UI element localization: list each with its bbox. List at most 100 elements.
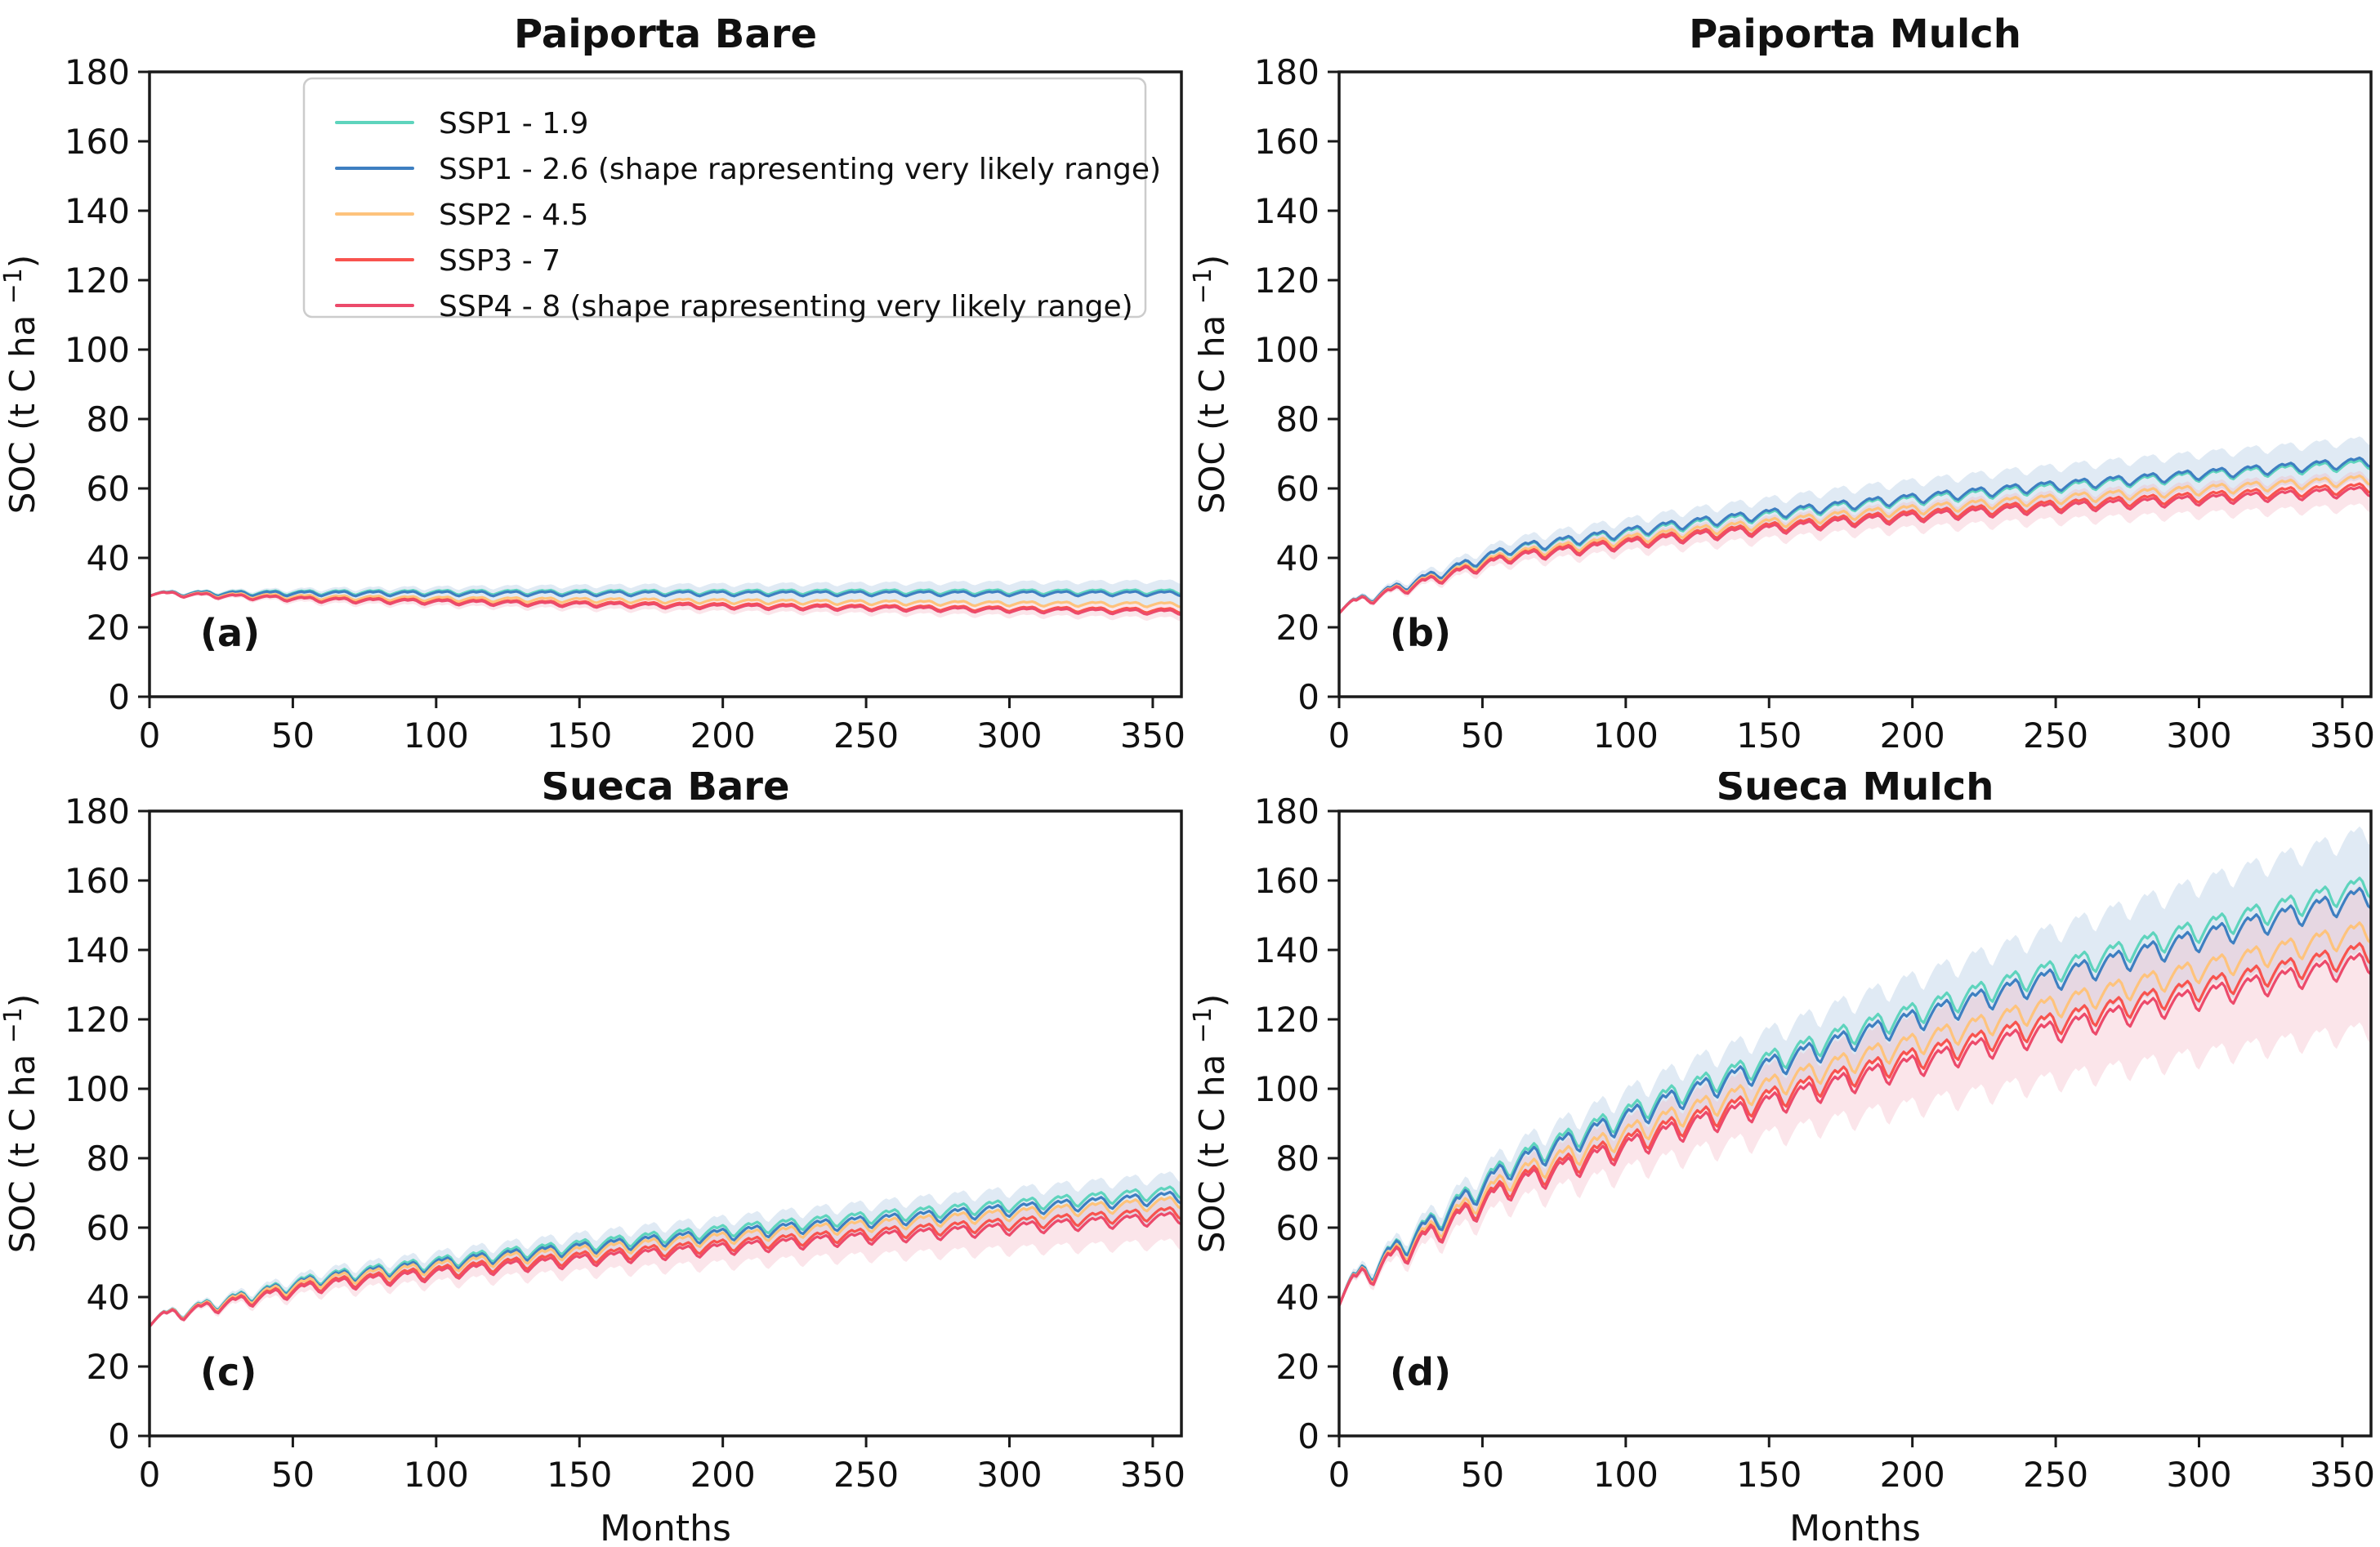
series-line-ssp3-7	[1339, 942, 2371, 1308]
y-tick-label: 120	[1254, 1000, 1319, 1040]
panel-title: Sueca Bare	[541, 772, 789, 809]
x-tick-label: 200	[690, 1455, 756, 1495]
series-line-ssp2-4.5	[1339, 921, 2371, 1308]
y-tick-label: 100	[1254, 330, 1319, 370]
y-tick-label: 80	[87, 399, 130, 439]
series-line-ssp2-4.5	[1339, 474, 2371, 615]
y-tick-label: 120	[65, 1000, 130, 1040]
x-tick-label: 300	[2166, 716, 2231, 756]
panel-sueca-mulch: Sueca Mulch 0 50 100 150 200 250 300 350 0 20 40 60 8…	[1189, 764, 2380, 1547]
x-tick-label: 50	[271, 716, 315, 756]
y-tick-label: 0	[108, 1416, 130, 1456]
y-axis-label: SOC (t C ha −1)	[0, 994, 42, 1254]
x-tick-label: 100	[1593, 716, 1659, 756]
y-tick-label: 40	[87, 1277, 130, 1317]
panel-title: Sueca Mulch	[1717, 772, 1994, 809]
y-tick-label: 120	[1254, 261, 1319, 301]
panel-letter-label: (a)	[200, 611, 260, 655]
y-tick-label: 60	[1276, 469, 1319, 509]
legend-label: SSP2 - 4.5	[439, 198, 588, 232]
x-tick-label: 350	[2310, 1455, 2375, 1495]
panel-paiporta-mulch: Paiporta Mulch 0 50 100 150 200 250 300 350 0 20 40…	[1189, 0, 2380, 772]
y-axis-label: SOC (t C ha −1)	[0, 255, 42, 515]
series-line-ssp1-2.6	[150, 590, 1181, 598]
y-tick-label: 40	[1276, 1277, 1319, 1317]
y-tick-label: 160	[1254, 122, 1319, 162]
plot-area	[150, 579, 1181, 622]
panel-title: Paiporta Bare	[514, 11, 817, 57]
x-tick-label: 200	[690, 716, 756, 756]
x-tick-label: 150	[1736, 716, 1802, 756]
panel-c-chart: Sueca Bare 0 50 100 150 200 250 300 350 0 20 40 60 80…	[0, 764, 1186, 1547]
series-line-ssp4-8	[1339, 485, 2371, 615]
x-tick-label: 200	[1880, 1455, 1945, 1495]
axes-frame	[148, 809, 1183, 1438]
y-tick-label: 140	[1254, 930, 1319, 970]
axes-frame	[148, 70, 1183, 698]
x-tick-label: 50	[1461, 1455, 1504, 1495]
panel-sueca-bare: Sueca Bare 0 50 100 150 200 250 300 350 0 20 40 60 80…	[0, 764, 1190, 1547]
y-tick-label: 100	[65, 1069, 130, 1109]
x-tick-label: 150	[547, 716, 612, 756]
uncertainty-band-pink	[150, 1198, 1181, 1328]
y-tick-label: 180	[65, 52, 130, 92]
y-tick-label: 140	[65, 191, 130, 231]
y-tick-label: 60	[87, 469, 130, 509]
y-tick-label: 20	[87, 1347, 130, 1387]
y-tick-label: 20	[1276, 1347, 1319, 1387]
series-line-ssp4-8	[150, 591, 1181, 617]
x-tick-label: 300	[2166, 1455, 2231, 1495]
x-axis-label: Months	[600, 1508, 731, 1544]
x-tick-label: 350	[2310, 716, 2375, 756]
y-tick-label: 80	[1276, 399, 1319, 439]
plot-area	[150, 1171, 1181, 1329]
panel-letter-label: (d)	[1390, 1350, 1451, 1394]
axes-frame	[1337, 70, 2373, 698]
legend-label: SSP4 - 8 (shape rapresenting very likely…	[439, 290, 1133, 323]
y-tick-label: 80	[87, 1139, 130, 1179]
plot-area	[1339, 436, 2371, 616]
x-tick-label: 250	[2023, 716, 2088, 756]
y-tick-label: 40	[1276, 538, 1319, 578]
panel-title: Paiporta Mulch	[1689, 11, 2021, 57]
y-tick-label: 100	[65, 330, 130, 370]
y-tick-label: 180	[65, 791, 130, 831]
x-tick-label: 300	[976, 1455, 1042, 1495]
y-tick-label: 140	[1254, 191, 1319, 231]
y-tick-label: 40	[87, 538, 130, 578]
x-tick-label: 250	[833, 716, 899, 756]
x-axis-label: Months	[1789, 1508, 1921, 1544]
series-line-ssp4-8	[150, 1211, 1181, 1328]
x-tick-label: 50	[1461, 716, 1504, 756]
y-tick-label: 20	[1276, 608, 1319, 648]
x-tick-label: 50	[271, 1455, 315, 1495]
series-line-ssp2-4.5	[150, 591, 1181, 609]
x-tick-label: 0	[139, 1455, 161, 1495]
y-tick-label: 0	[1297, 1416, 1319, 1456]
y-axis-label: SOC (t C ha −1)	[1190, 994, 1232, 1254]
series-line-ssp4-8	[1339, 952, 2371, 1308]
x-tick-label: 0	[1328, 1455, 1351, 1495]
y-tick-label: 180	[1254, 52, 1319, 92]
legend-box	[302, 77, 1147, 319]
panel-a-chart: Paiporta Bare 0 50 100 150 200 250 300 350 0 20 40 6…	[0, 11, 1186, 756]
panel-paiporta-bare: Paiporta Bare 0 50 100 150 200 250 300 350 0 20 40 6…	[0, 0, 1190, 772]
x-tick-label: 100	[1593, 1455, 1659, 1495]
legend-label: SSP1 - 2.6 (shape rapresenting very like…	[439, 153, 1161, 186]
legend: SSP1 - 1.9 SSP1 - 2.6 (shape rapresenting…	[302, 77, 1161, 323]
axes-frame	[1337, 809, 2373, 1438]
panel-d-chart: Sueca Mulch 0 50 100 150 200 250 300 350 0 20 40 60 8…	[1189, 764, 2375, 1547]
y-tick-label: 80	[1276, 1139, 1319, 1179]
plot-area	[1339, 826, 2371, 1309]
x-tick-label: 100	[404, 716, 469, 756]
x-tick-label: 300	[976, 716, 1042, 756]
y-tick-label: 180	[1254, 791, 1319, 831]
x-tick-label: 350	[1120, 1455, 1186, 1495]
x-tick-label: 200	[1880, 716, 1945, 756]
x-tick-label: 0	[1328, 716, 1351, 756]
y-tick-label: 100	[1254, 1069, 1319, 1109]
y-tick-label: 160	[65, 122, 130, 162]
y-tick-label: 0	[108, 677, 130, 717]
y-axis-label: SOC (t C ha −1)	[1190, 255, 1232, 515]
